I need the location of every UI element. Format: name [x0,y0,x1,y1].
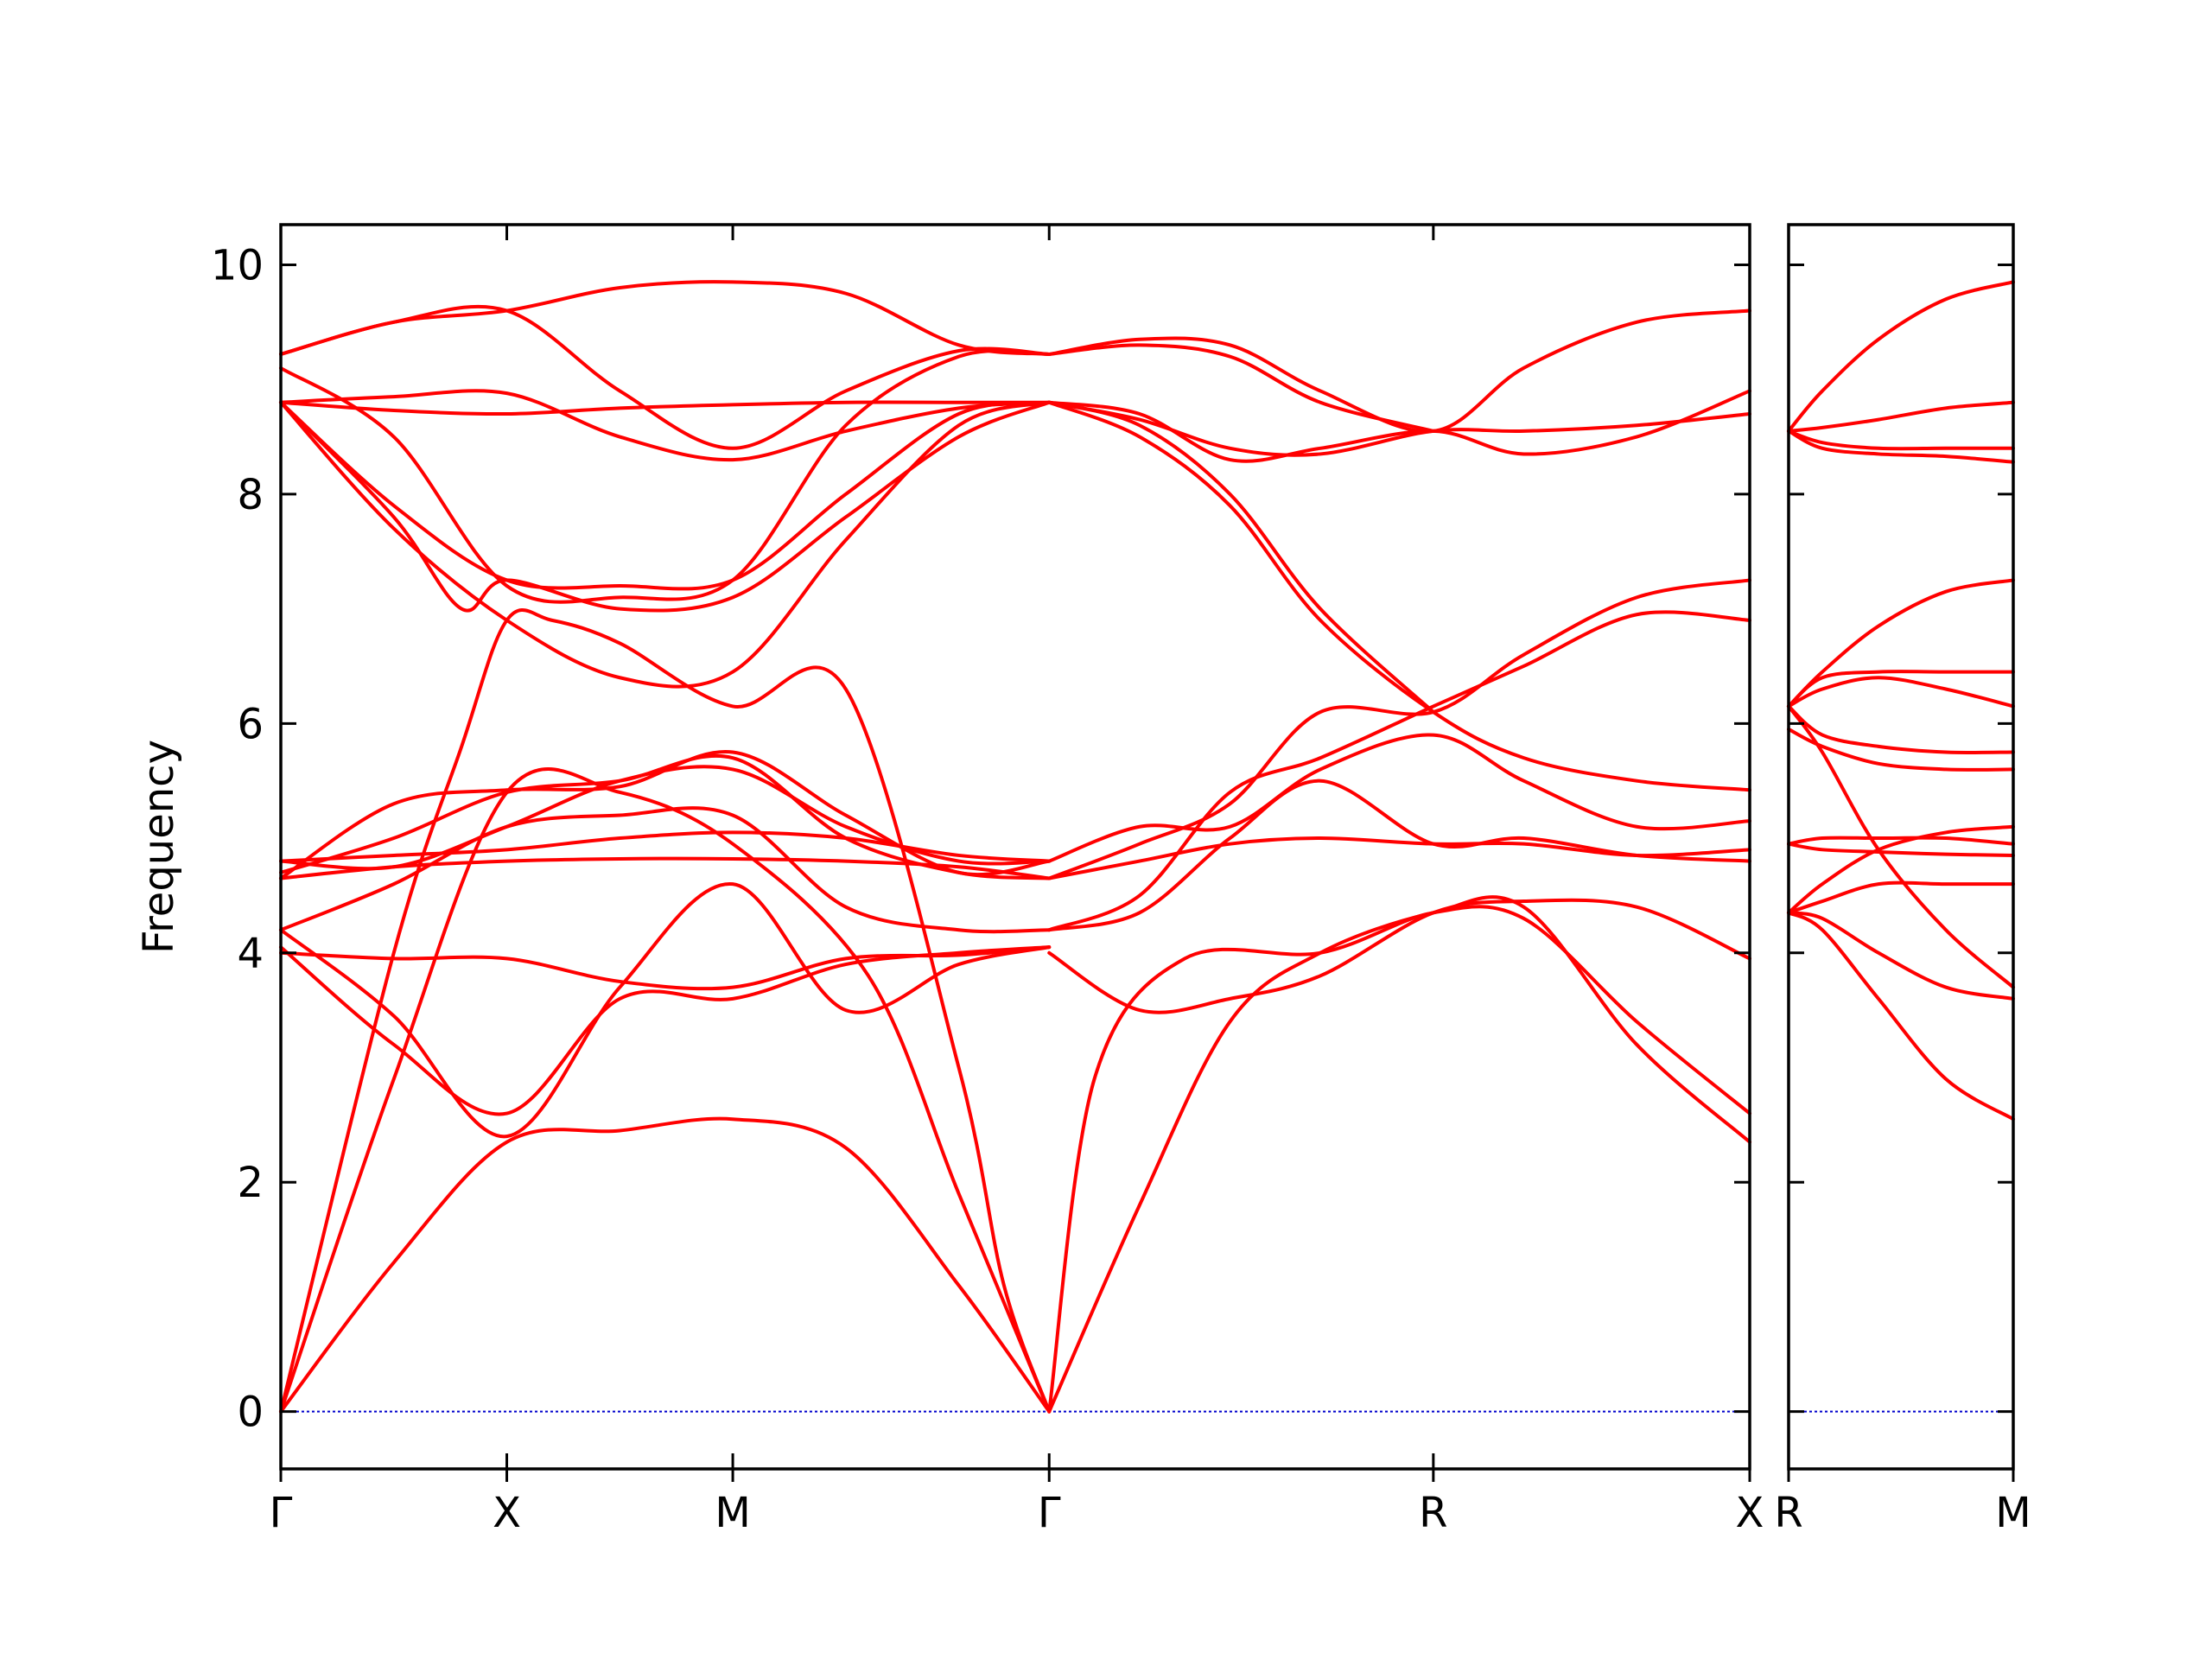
band-line [1787,280,2015,433]
band-line [279,749,1052,880]
band-line [279,304,1052,450]
x-tick-label: Γ [270,1489,293,1537]
band-line [279,1116,1052,1414]
x-tick-label: R [1774,1489,1802,1537]
y-tick-label: 8 [237,471,264,519]
band-line [279,400,1052,591]
band-line [1047,308,1751,434]
band-line [1047,343,1435,433]
band-line [279,830,1052,863]
band-line [1787,704,2015,754]
band-line [279,400,1052,416]
x-tick-label: X [1736,1489,1764,1537]
y-tick-label: 4 [237,930,264,978]
y-tick-label: 0 [237,1389,264,1437]
band-line [279,400,1052,613]
x-tick-label: R [1419,1489,1447,1537]
band-line [279,765,1052,871]
band-line [279,806,1052,934]
band-line [1047,610,1751,932]
x-tick-label: M [1995,1489,2031,1537]
band-line [1047,895,1751,1414]
x-tick-label: X [493,1489,521,1537]
axes-frame [1787,223,2015,1471]
band-line [279,400,1052,689]
band-line [1047,400,1751,792]
band-line [1787,676,2015,709]
band-line [1047,905,1751,1414]
y-axis-label: Frequency [135,740,183,954]
band-line [1787,429,2015,451]
band-line [1787,704,2015,989]
band-line [1787,911,2015,1001]
bands-right [1787,280,2015,1122]
y-tick-label: 2 [237,1159,264,1207]
y-tick-label: 10 [211,241,264,289]
y-tick-label: 6 [237,700,264,748]
band-line [1047,400,1435,715]
band-line [1787,578,2015,709]
band-line [279,389,1052,462]
x-tick-label: M [715,1489,750,1537]
band-line [1047,733,1751,863]
bands-main [279,280,1751,1414]
band-line [279,608,1052,1414]
band-line [1047,389,1751,463]
band-line [279,882,1052,1139]
band-line [1047,400,1751,457]
band-line [1787,400,2015,433]
band-line [1787,880,2015,915]
band-line [279,767,1052,1414]
band-line [1047,898,1751,1014]
panel-main: 0 2 4 6 8 10 Γ X M Γ R X [211,223,1764,1537]
band-line [1047,836,1751,880]
band-line [279,348,1052,604]
axes-frame [279,223,1751,1471]
band-line [1047,578,1751,880]
band-line [1787,911,2015,1122]
band-line [1787,727,2015,772]
x-tick-label: Γ [1038,1489,1061,1537]
band-line [1787,836,2015,846]
band-line [1787,429,2015,464]
band-line [279,945,1052,991]
